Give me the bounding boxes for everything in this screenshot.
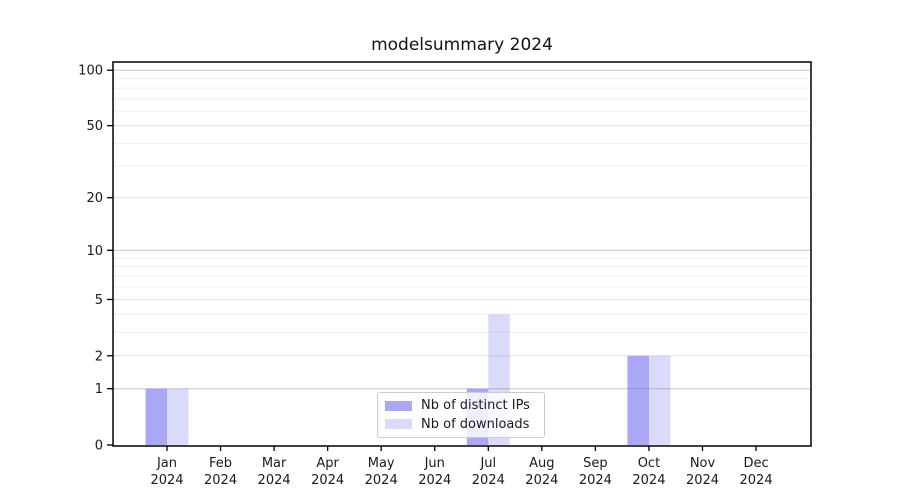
axes-spines	[112, 61, 812, 447]
legend-label: Nb of distinct IPs	[421, 398, 530, 414]
x-axis-tick-label-month: Nov	[690, 456, 716, 471]
x-axis-tick-label-month: Apr	[316, 456, 339, 471]
x-axis-tick-label-month: Aug	[529, 456, 554, 471]
x-axis-tick-label-month: Oct	[638, 456, 660, 471]
x-axis-tick-label-month: Jun	[424, 456, 445, 471]
x-axis-tick-label-year: 2024	[686, 473, 719, 488]
bar-downloads	[167, 388, 189, 445]
x-axis-tick-label-month: Mar	[262, 456, 287, 471]
x-axis-tick-label-month: Dec	[743, 456, 768, 471]
chart-title: modelsummary 2024	[371, 35, 553, 55]
y-axis-tick-label: 0	[95, 439, 103, 454]
legend-label: Nb of downloads	[421, 416, 530, 432]
y-axis-tick-label: 100	[78, 64, 103, 79]
legend: Nb of distinct IPs Nb of downloads	[377, 392, 545, 438]
x-axis-tick-label-year: 2024	[418, 473, 451, 488]
bar-distinct-ips	[145, 388, 167, 445]
x-axis-tick-label-year: 2024	[632, 473, 665, 488]
x-axis-tick-label-month: Sep	[583, 456, 608, 471]
x-axis-tick-label-year: 2024	[525, 473, 558, 488]
bar-downloads	[648, 355, 671, 445]
y-axis-tick-label: 5	[95, 293, 103, 308]
legend-item: Nb of distinct IPs	[385, 398, 537, 413]
legend-swatch	[385, 419, 412, 430]
bar-distinct-ips	[627, 355, 649, 445]
x-axis-tick-label-month: Feb	[209, 456, 232, 471]
x-axis-tick-label-month: Jul	[479, 456, 496, 471]
y-axis-tick-label: 20	[86, 191, 103, 206]
y-axis-tick-label: 50	[86, 119, 103, 134]
x-axis-tick-label-year: 2024	[740, 473, 773, 488]
legend-swatch	[385, 400, 412, 411]
x-axis-tick-label-month: May	[368, 456, 395, 471]
x-axis-tick-label-month: Jan	[156, 456, 177, 471]
y-axis-tick-label: 1	[95, 382, 103, 397]
legend-item: Nb of downloads	[385, 417, 537, 432]
x-axis-tick-label-year: 2024	[365, 473, 398, 488]
x-axis-tick-label-year: 2024	[204, 473, 237, 488]
y-axis-tick-label: 2	[95, 349, 103, 364]
y-axis-tick-label: 10	[86, 244, 103, 259]
x-axis-tick-label-year: 2024	[150, 473, 183, 488]
x-axis-tick-label-year: 2024	[472, 473, 505, 488]
x-axis-tick-label-year: 2024	[258, 473, 291, 488]
x-axis-tick-label-year: 2024	[579, 473, 612, 488]
x-axis-tick-label-year: 2024	[311, 473, 344, 488]
